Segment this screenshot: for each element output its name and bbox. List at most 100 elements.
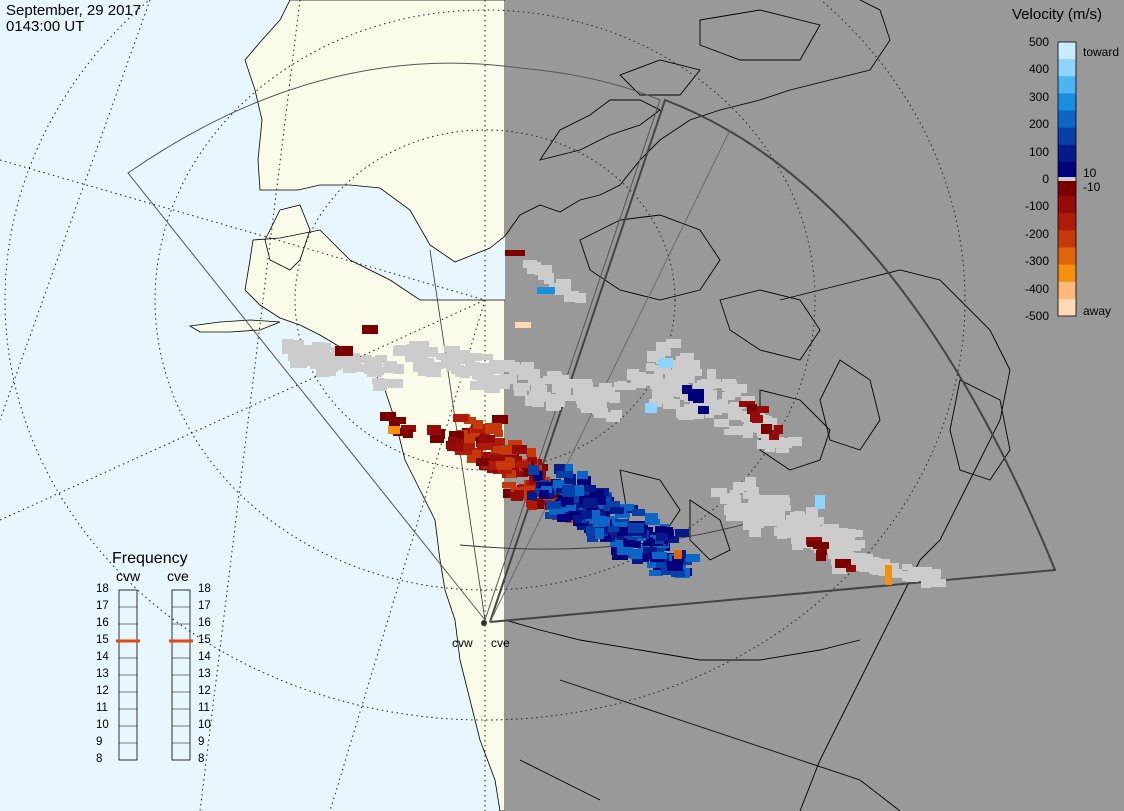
ground-scatter-cell [288,352,298,360]
ground-scatter-cell [444,346,460,352]
velocity-scale-swatch [1058,298,1076,317]
velocity-cell-away [380,412,396,421]
ground-scatter-cell [558,279,571,287]
ground-scatter-cell [656,342,670,351]
ground-scatter-cell [484,383,500,393]
ground-scatter-cell [448,353,463,362]
cve-fov [489,98,1057,623]
velocity-cell-away [753,406,769,413]
ground-scatter-cell [711,488,727,497]
ground-scatter-cell [749,527,761,537]
velocity-cell-toward [628,523,644,533]
ground-scatter-cell [729,426,745,435]
velocity-scale-swatch [1058,213,1076,231]
ground-scatter-cell [423,358,434,368]
velocity-cell-away [492,415,508,424]
radar-site-marker [481,620,487,626]
velocity-scale-swatch [1058,59,1076,77]
ground-scatter-cell [851,558,866,568]
ground-scatter-cell [697,388,713,398]
ground-scatter-cell [747,487,758,494]
ground-scatter-cell [823,531,833,539]
ground-scatter-cell [641,378,657,386]
velocity-cell-toward [671,570,685,577]
velocity-cell-away [807,540,822,547]
ground-scatter-cell [544,273,554,284]
ground-scatter-cell [705,411,714,418]
frequency-tick-label: 16 [96,617,109,629]
ground-scatter-cell [405,353,418,362]
ground-scatter-cell [627,369,639,380]
ground-scatter-cell [912,568,926,576]
velocity-cell-away [769,430,779,440]
velocity-cell-away [395,417,406,424]
freq-radar-label-cvw: cvw [116,568,141,584]
ground-scatter-cell [800,523,813,532]
velocity-cell-toward [656,533,668,541]
ground-scatter-cell [619,383,636,390]
ground-scatter-cell [684,375,695,383]
velocity-cell-toward [682,385,692,394]
ground-scatter-cell [728,407,741,417]
velocity-cell-toward [624,536,634,547]
velocity-cell-away [494,438,505,446]
ground-scatter-cell [733,482,749,491]
ground-scatter-cell [765,508,775,518]
ground-scatter-cell [500,374,517,384]
ground-scatter-cell [310,361,327,369]
ground-scatter-cell [710,379,721,387]
ground-scatter-cell [684,360,700,369]
ground-scatter-cell [658,383,671,390]
velocity-cell-away [462,443,475,450]
ground-scatter-cell [372,378,385,384]
ground-scatter-cell [661,349,671,356]
velocity-cell-toward [586,526,597,536]
ground-scatter-cell [416,351,425,358]
velocity-tick-label: -100 [1024,199,1049,214]
ground-scatter-cell [460,372,470,378]
velocity-cell-toward [630,549,642,559]
velocity-cell-away [527,501,537,510]
ground-scatter-cell [750,508,759,514]
ground-scatter-cell [606,412,620,422]
velocity-cell-toward [591,495,606,505]
velocity-cell-toward [566,504,576,512]
ground-scatter-cell [741,396,755,405]
frequency-tick-label: 18 [96,583,109,595]
frequency-tick-label: 15 [198,634,211,646]
frequency-tick-label: 10 [198,719,211,731]
velocity-cell-toward [553,480,567,488]
ground-scatter-cell [617,381,626,390]
ground-scatter-cell [822,524,833,534]
ground-scatter-cell [762,418,777,425]
ground-scatter-cell [413,364,422,372]
ground-scatter-cell [282,339,293,345]
ground-scatter-cell [684,404,697,414]
velocity-scale-swatch [1058,110,1076,129]
velocity-tick-label: 100 [1028,144,1049,159]
ground-scatter-cell [902,564,912,570]
ground-scatter-cell [751,517,764,528]
ground-scatter-cell [525,395,536,406]
frequency-tick-label: 14 [96,651,109,663]
velocity-cell-away [462,434,475,443]
ground-scatter-cell [662,387,674,394]
ground-scatter-cell [592,390,607,398]
ground-scatter-cell [594,403,607,412]
ground-scatter-cell [743,424,753,435]
ground-scatter-cell [745,512,760,521]
cve-fov-mid [489,129,731,623]
ground-scatter-cell [737,512,750,521]
ground-scatter-cell [465,363,478,374]
ground-scatter-cell [836,548,849,559]
ground-scatter-cell [726,513,742,521]
velocity-cell-away [491,446,502,453]
velocity-scale-swatch [1058,76,1076,94]
velocity-cell-away [527,457,537,464]
velocity-cell-away [430,436,444,443]
velocity-cell-away [846,565,856,572]
velocity-cell-away [502,482,516,488]
velocity-scale-frame [1057,41,1077,317]
ground-scatter-cell [542,394,557,401]
ground-scatter-cell [316,368,329,377]
